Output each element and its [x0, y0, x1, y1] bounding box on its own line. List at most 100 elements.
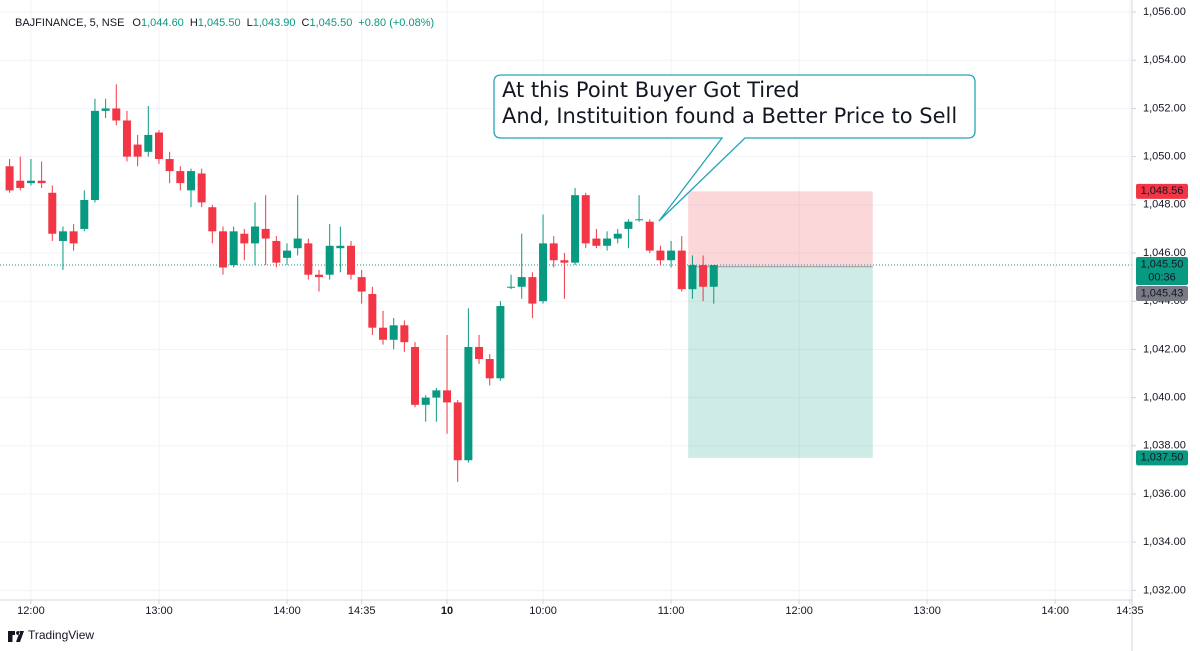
y-tick-label: 1,036.00 — [1143, 488, 1186, 500]
price-tag — [1136, 257, 1188, 286]
candle-body — [699, 265, 708, 287]
y-tick-label: 1,050.00 — [1143, 151, 1186, 163]
y-tick-label: 1,038.00 — [1143, 440, 1186, 452]
candle-body — [5, 166, 14, 191]
candle-body — [16, 180, 25, 188]
candle-body — [549, 243, 558, 261]
ohlc-value: 1,045.50 — [198, 17, 241, 29]
candle-body — [656, 250, 665, 261]
candle-body — [240, 233, 249, 244]
candle-body — [688, 265, 697, 290]
candle-body — [592, 238, 601, 246]
price-tag — [1136, 286, 1188, 302]
candle-body — [144, 134, 153, 152]
candle-body — [133, 144, 142, 157]
callout-line: At this Point Buyer Got Tired — [502, 78, 800, 102]
candle-body — [283, 250, 292, 258]
y-tick-label: 1,040.00 — [1143, 391, 1186, 403]
candle-body — [635, 219, 644, 221]
x-tick-label: 11:00 — [658, 605, 685, 617]
candle-body — [496, 306, 505, 379]
candle-body — [218, 231, 227, 268]
y-tick-label: 1,034.00 — [1143, 536, 1186, 548]
ohlc-key: O — [132, 17, 141, 29]
change: +0.80 (+0.08%) — [358, 17, 434, 29]
candle-body — [571, 195, 580, 263]
ohlc-key: L — [247, 17, 253, 29]
price-tag — [1136, 450, 1188, 466]
price-tag-label: 1,037.50 — [1141, 452, 1184, 464]
candle-body — [272, 240, 281, 263]
candle-body — [581, 195, 590, 244]
candle-body — [197, 173, 206, 203]
candle-body — [379, 327, 388, 340]
axes: 1,032.00 1,034.00 1,036.00 1,038.00 1,040.00… — [17, 6, 1188, 617]
candle-body — [464, 346, 473, 461]
price-tag-label: 1,045.43 — [1141, 287, 1184, 299]
candle-body — [528, 277, 537, 304]
candles — [5, 84, 718, 482]
candle-body — [624, 221, 633, 229]
price-tag-label: 1,048.56 — [1141, 185, 1184, 197]
candle-body — [122, 120, 131, 157]
x-tick-label: 14:00 — [1041, 605, 1069, 617]
ohlc-key: C — [302, 17, 310, 29]
candle-body — [261, 228, 270, 239]
candle-body — [667, 250, 676, 261]
candle-body — [517, 277, 526, 287]
candle-body — [154, 132, 163, 160]
candle-body — [90, 110, 99, 200]
candle-body — [421, 397, 430, 405]
y-tick-label: 1,042.00 — [1143, 343, 1186, 355]
candle-body — [186, 171, 195, 191]
stop-zone — [688, 191, 873, 267]
candle-body — [645, 221, 654, 251]
ohlc-value: 1,044.60 — [141, 17, 184, 29]
candle-body — [336, 245, 345, 249]
x-tick-label: 14:00 — [273, 605, 301, 617]
x-tick-label: 10 — [441, 605, 453, 617]
brand: TradingView — [8, 628, 94, 642]
candle-body — [539, 243, 548, 302]
candle-body — [101, 108, 110, 111]
candle-body — [80, 200, 89, 229]
candle-body — [453, 402, 462, 461]
candle-body — [176, 171, 185, 184]
candle-body — [432, 390, 441, 398]
brand-logo — [8, 631, 24, 642]
y-tick-label: 1,052.00 — [1143, 102, 1186, 114]
candle-body — [112, 108, 121, 121]
y-tick-label: 1,032.00 — [1143, 584, 1186, 596]
x-tick-label: 13:00 — [913, 605, 941, 617]
x-tick-label: 10:00 — [529, 605, 557, 617]
target-zone — [688, 266, 873, 458]
candle-body — [250, 226, 259, 244]
candle-body — [26, 180, 35, 184]
ohlc-value: 1,045.50 — [310, 17, 353, 29]
y-tick-label: 1,046.00 — [1143, 247, 1186, 259]
x-tick-label: 13:00 — [145, 605, 173, 617]
price-tag-label: 1,045.50 — [1141, 258, 1184, 270]
brand-name: TradingView — [28, 628, 94, 642]
candle-body — [48, 192, 57, 234]
candle-body — [325, 245, 334, 275]
candle-body — [603, 238, 612, 246]
y-tick-label: 1,054.00 — [1143, 54, 1186, 66]
candle-body — [475, 346, 484, 360]
candle-body — [613, 233, 622, 239]
candle-body — [560, 260, 569, 263]
position-zones — [0, 191, 1132, 458]
candle-body — [208, 207, 217, 232]
candle-body — [411, 346, 420, 405]
candle-body — [315, 274, 324, 278]
candle-body — [400, 325, 409, 343]
candle-body — [165, 159, 174, 172]
x-tick-label: 14:35 — [1116, 605, 1144, 617]
candle-body — [507, 286, 516, 288]
y-tick-label: 1,056.00 — [1143, 6, 1186, 18]
x-tick-label: 14:35 — [348, 605, 376, 617]
candle-body — [69, 231, 78, 244]
callout-line: And, Instituition found a Better Price t… — [502, 104, 957, 128]
candle-body — [709, 265, 718, 287]
